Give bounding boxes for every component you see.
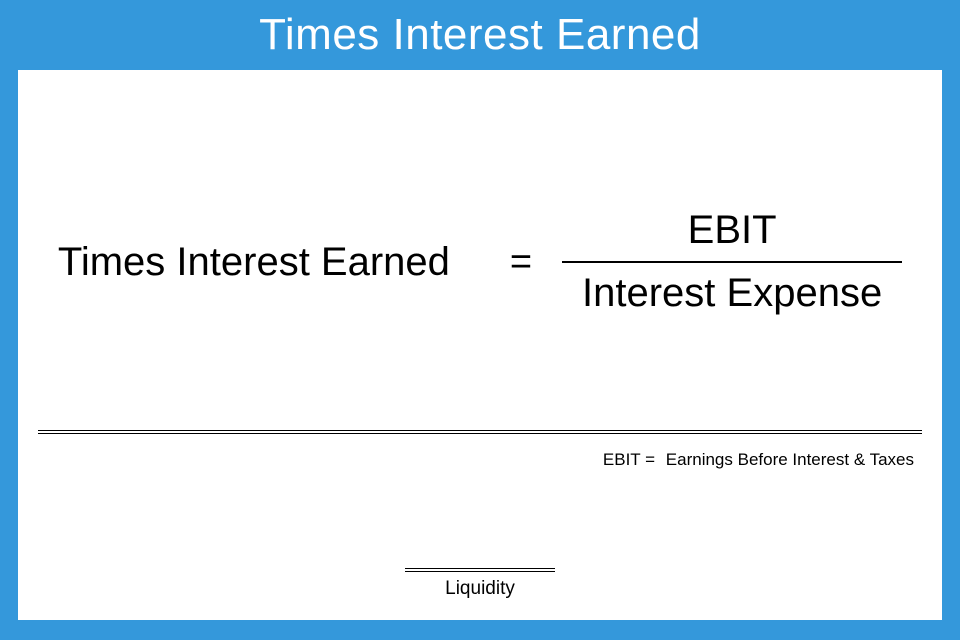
definition-row: EBIT = Earnings Before Interest & Taxes xyxy=(603,450,914,470)
definition-term: EBIT = xyxy=(603,450,661,469)
section-divider xyxy=(38,430,922,434)
formula-denominator: Interest Expense xyxy=(582,263,882,324)
content-panel: Times Interest Earned = EBIT Interest Ex… xyxy=(18,70,942,620)
formula-row: Times Interest Earned = EBIT Interest Ex… xyxy=(18,200,942,324)
page-title: Times Interest Earned xyxy=(259,10,701,60)
formula-lhs: Times Interest Earned xyxy=(58,240,480,285)
footer-block: Liquidity xyxy=(18,568,942,600)
title-bar: Times Interest Earned xyxy=(0,0,960,70)
formula-fraction: EBIT Interest Expense xyxy=(562,200,902,324)
footer-divider xyxy=(405,568,555,572)
definition-text: Earnings Before Interest & Taxes xyxy=(666,450,914,469)
footer-label: Liquidity xyxy=(445,578,515,600)
equals-sign: = xyxy=(480,241,562,284)
formula-numerator: EBIT xyxy=(688,200,777,261)
slide-frame: Times Interest Earned Times Interest Ear… xyxy=(0,0,960,640)
